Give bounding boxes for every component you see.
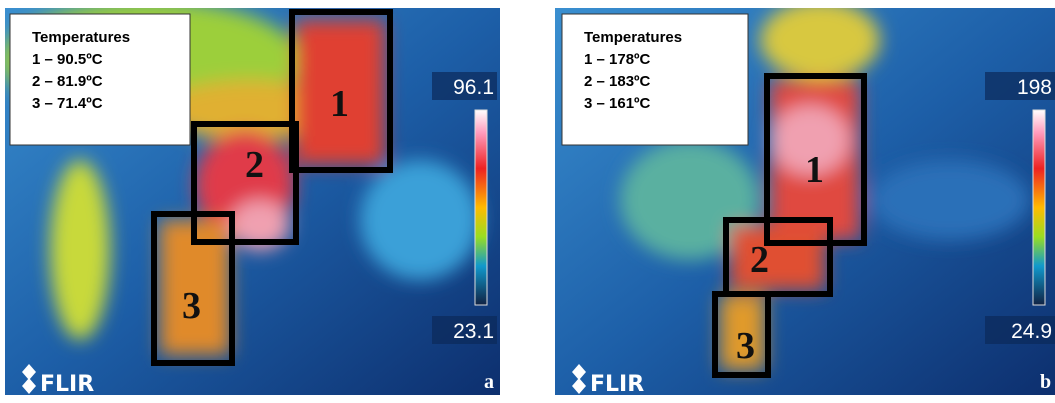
box-label: 1 <box>330 83 349 125</box>
reading: 2 – 183ºC <box>584 73 651 90</box>
figure: Temperatures 1 – 90.5ºC 2 – 81.9ºC 3 – 7… <box>0 0 1055 403</box>
box-label: 3 <box>736 325 755 367</box>
color-scale <box>1033 110 1045 305</box>
reading: 2 – 81.9ºC <box>32 73 103 90</box>
logo: FLIR <box>40 372 94 397</box>
scale-min: 24.9 <box>1011 320 1052 343</box>
reading: 1 – 178ºC <box>584 51 651 68</box>
panel-letter: b <box>1040 371 1051 393</box>
reading: 3 – 161ºC <box>584 95 651 112</box>
logo: FLIR <box>590 372 644 397</box>
box-label: 2 <box>750 239 769 281</box>
reading: 3 – 71.4ºC <box>32 95 103 112</box>
box-label: 2 <box>245 144 264 186</box>
color-scale <box>475 110 487 305</box>
scale-max: 96.1 <box>453 76 494 99</box>
box-label: 3 <box>182 285 201 327</box>
panel-letter: a <box>484 371 494 393</box>
scale-max: 198 <box>1017 76 1052 99</box>
legend-title: Temperatures <box>584 29 682 46</box>
box-label: 1 <box>805 149 824 191</box>
reading: 1 – 90.5ºC <box>32 51 103 68</box>
legend-title: Temperatures <box>32 29 130 46</box>
scale-min: 23.1 <box>453 320 494 343</box>
